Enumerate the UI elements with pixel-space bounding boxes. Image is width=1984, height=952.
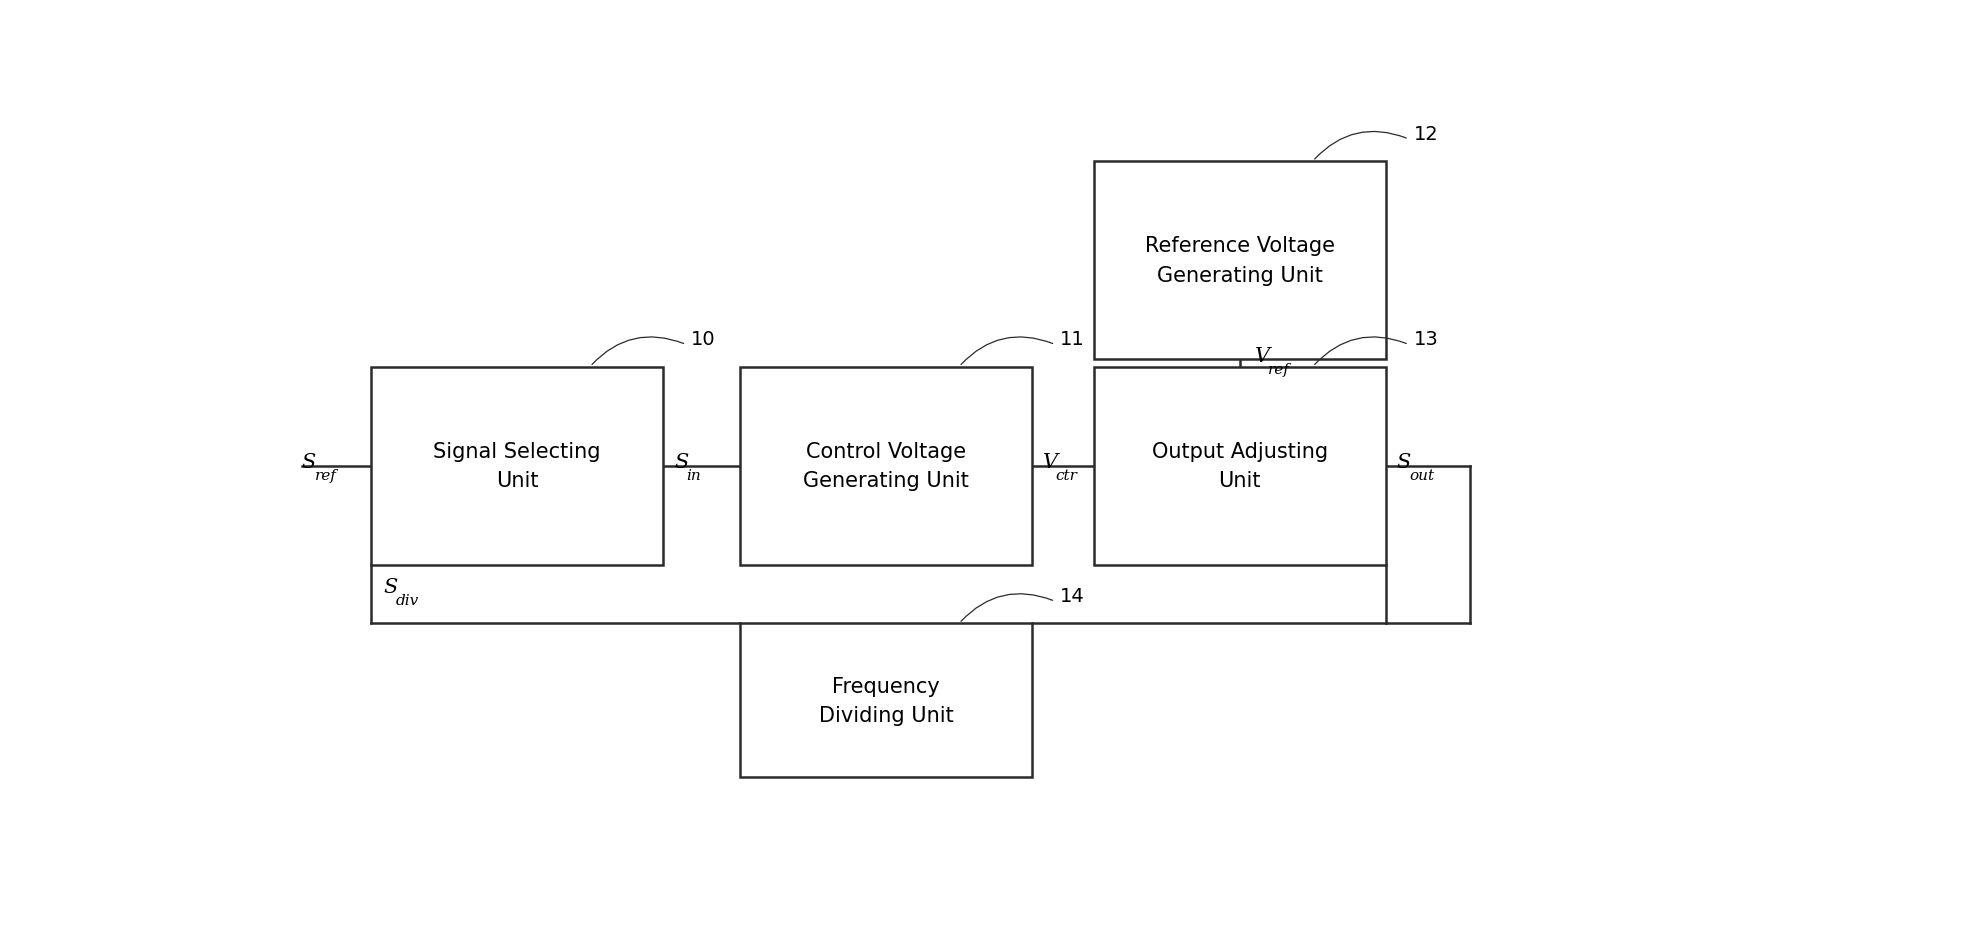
- Text: V: V: [1044, 453, 1057, 472]
- Text: 11: 11: [1059, 329, 1085, 348]
- Bar: [371, 367, 663, 565]
- Text: S: S: [302, 453, 315, 472]
- Text: 13: 13: [1413, 329, 1438, 348]
- Text: S: S: [1397, 453, 1411, 472]
- Bar: [1093, 162, 1387, 360]
- Text: Reference Voltage
Generating Unit: Reference Voltage Generating Unit: [1145, 236, 1335, 286]
- Text: Control Voltage
Generating Unit: Control Voltage Generating Unit: [804, 442, 968, 491]
- Bar: [740, 367, 1032, 565]
- Text: 12: 12: [1413, 125, 1438, 144]
- Text: in: in: [686, 468, 702, 483]
- Text: ref: ref: [315, 468, 337, 483]
- Text: Frequency
Dividing Unit: Frequency Dividing Unit: [819, 676, 954, 725]
- Bar: [1093, 367, 1387, 565]
- Text: Output Adjusting
Unit: Output Adjusting Unit: [1151, 442, 1327, 491]
- Text: 14: 14: [1059, 586, 1085, 605]
- Text: Signal Selecting
Unit: Signal Selecting Unit: [433, 442, 601, 491]
- Bar: [740, 624, 1032, 778]
- Text: S: S: [675, 453, 688, 472]
- Text: div: div: [397, 593, 419, 607]
- Text: out: out: [1409, 468, 1434, 483]
- Text: S: S: [383, 578, 397, 597]
- Text: 10: 10: [690, 329, 716, 348]
- Text: ref: ref: [1268, 363, 1290, 376]
- Text: ctr: ctr: [1055, 468, 1077, 483]
- Text: V: V: [1256, 347, 1270, 366]
